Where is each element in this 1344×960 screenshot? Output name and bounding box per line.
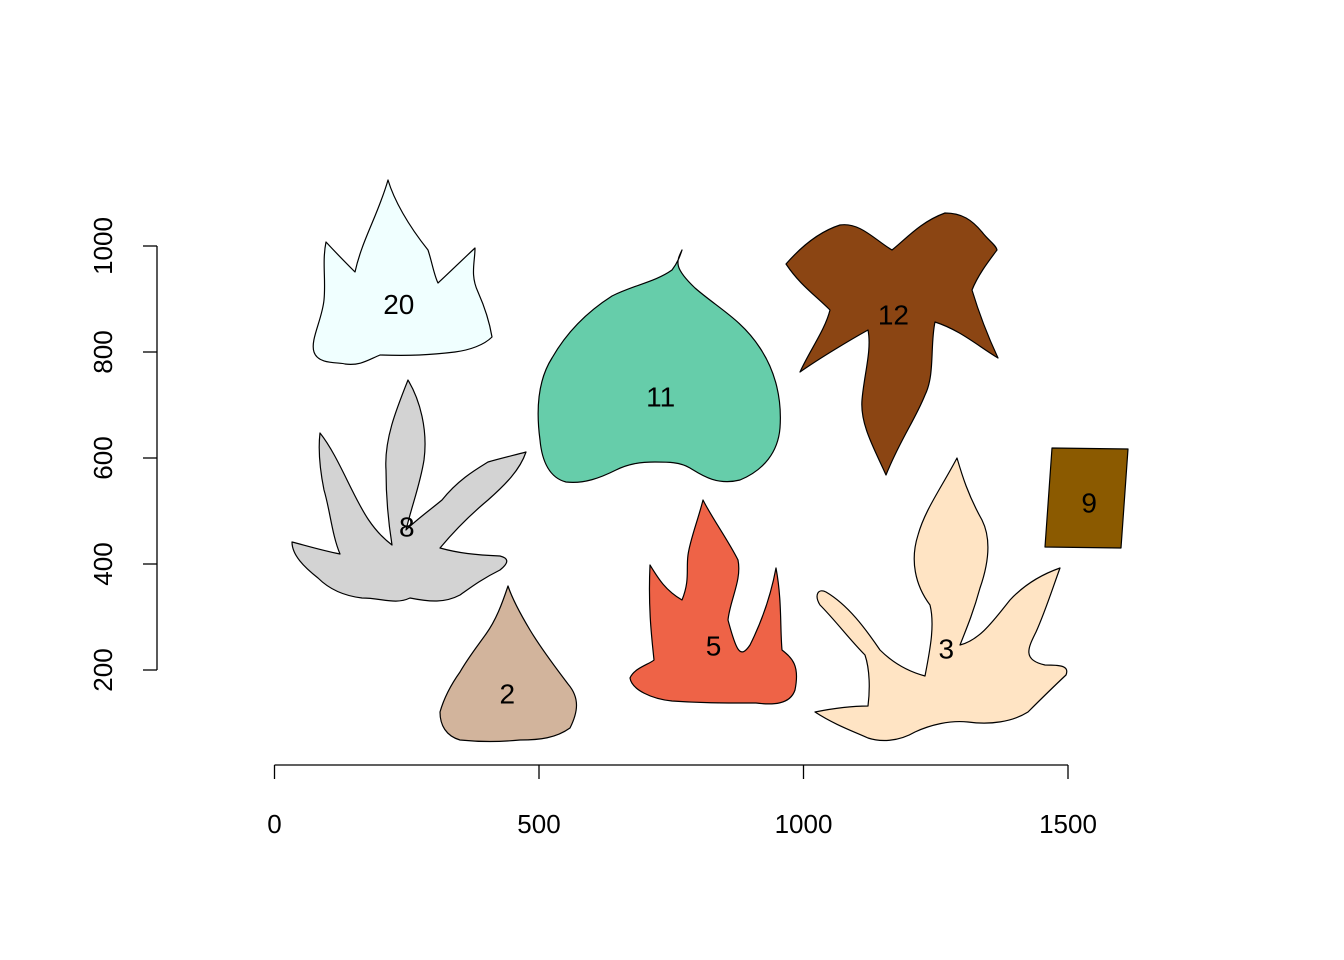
x-tick-label: 500 <box>517 809 560 839</box>
shape-label-8: 8 <box>399 511 415 542</box>
shape-label-12: 12 <box>878 299 909 330</box>
shape-label-20: 20 <box>383 289 414 320</box>
shape-labels: 20 11 12 8 9 5 3 2 <box>383 289 1097 710</box>
shape-12-leaf <box>785 212 999 476</box>
y-tick-label: 400 <box>88 542 118 585</box>
shape-5-leaf <box>629 499 798 705</box>
y-tick-label: 1000 <box>88 217 118 275</box>
shape-3-leaf <box>814 457 1068 742</box>
shape-label-5: 5 <box>706 631 722 662</box>
x-tick-label: 0 <box>267 809 281 839</box>
y-tick-label: 600 <box>88 436 118 479</box>
shape-label-3: 3 <box>939 633 955 664</box>
shape-8-leaf <box>291 379 527 602</box>
x-axis-ticks: 0 500 1000 1500 <box>267 765 1097 839</box>
x-tick-label: 1500 <box>1039 809 1097 839</box>
x-tick-label: 1000 <box>775 809 833 839</box>
shape-label-9: 9 <box>1081 488 1097 519</box>
shapes-layer <box>291 179 1129 743</box>
y-tick-label: 200 <box>88 648 118 691</box>
shape-11-leaf <box>537 249 781 483</box>
shape-2-leaf <box>439 585 578 743</box>
shape-20-leaf <box>312 179 493 365</box>
axes: 0 500 1000 1500 200 400 600 800 1000 <box>88 217 1097 839</box>
y-axis-ticks: 200 400 600 800 1000 <box>88 217 157 692</box>
shape-9-leaf <box>1044 447 1129 549</box>
shape-label-2: 2 <box>499 678 515 709</box>
y-tick-label: 800 <box>88 330 118 373</box>
shape-label-11: 11 <box>646 382 675 413</box>
